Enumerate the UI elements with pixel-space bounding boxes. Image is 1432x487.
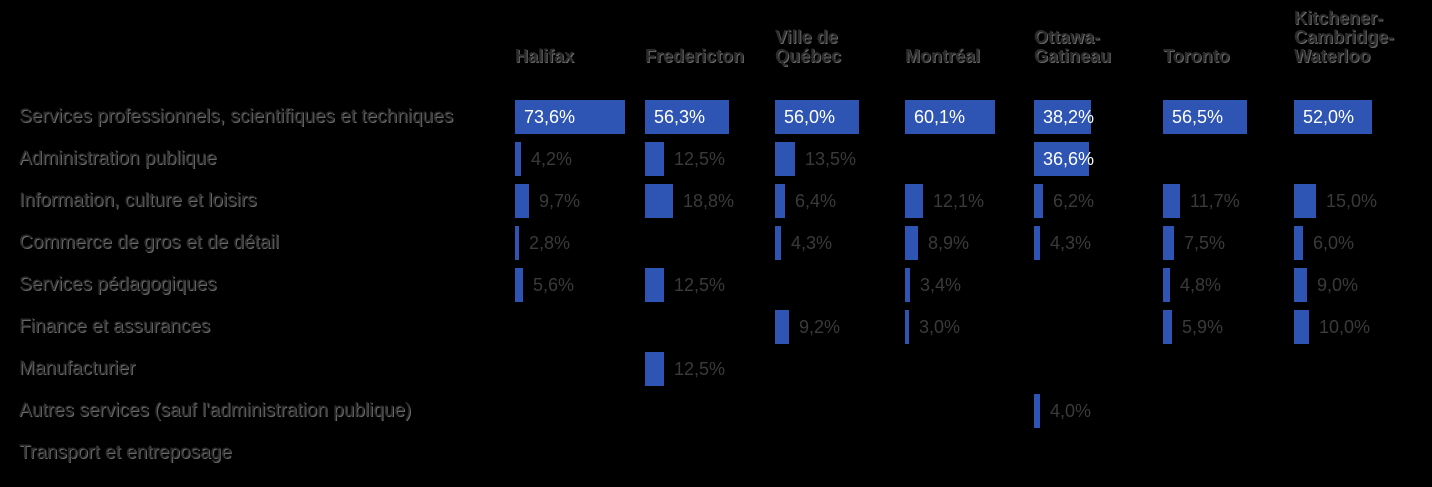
bar-4-2	[1034, 184, 1043, 218]
value-label-5-5: 5,9%	[1182, 317, 1224, 337]
value-label-1-6: 12,5%	[674, 359, 726, 379]
value-label-0-3: 2,8%	[529, 233, 571, 253]
value-label-5-0: 56,5%	[1172, 107, 1224, 127]
city-header-line: Gatineau	[1034, 46, 1112, 66]
bar-1-0	[645, 100, 729, 134]
bar-1-2	[645, 184, 673, 218]
city-header-line: Ottawa-	[1034, 27, 1101, 47]
bar-5-3	[1163, 226, 1174, 260]
bar-0-2	[515, 184, 529, 218]
value-label-2-5: 9,2%	[799, 317, 841, 337]
bar-3-0	[905, 100, 995, 134]
city-header-line: Montréal	[905, 46, 981, 66]
bar-3-3	[905, 226, 918, 260]
bar-5-5	[1163, 310, 1172, 344]
value-label-2-0: 56,0%	[784, 107, 836, 127]
bar-2-1	[775, 142, 795, 176]
city-header-5: Toronto	[1163, 47, 1230, 66]
bar-2-0	[775, 100, 859, 134]
value-label-2-1: 13,5%	[805, 149, 857, 169]
bar-5-4	[1163, 268, 1170, 302]
value-label-3-3: 8,9%	[928, 233, 970, 253]
value-label-3-2: 12,1%	[933, 191, 985, 211]
value-label-0-1: 4,2%	[531, 149, 573, 169]
value-label-4-7: 4,0%	[1050, 401, 1092, 421]
city-header-4: Ottawa- Gatineau	[1034, 28, 1111, 66]
row-label-5: Finance et assurances	[19, 316, 211, 337]
value-label-5-3: 7,5%	[1184, 233, 1226, 253]
value-label-6-3: 6,0%	[1313, 233, 1355, 253]
bar-6-2	[1294, 184, 1316, 218]
bar-1-6	[645, 352, 664, 386]
value-label-3-5: 3,0%	[919, 317, 961, 337]
city-header-6: Kitchener- Cambridge- Waterloo	[1294, 9, 1394, 66]
value-label-6-5: 10,0%	[1319, 317, 1371, 337]
bar-6-0	[1294, 100, 1372, 134]
city-header-0: Halifax	[515, 47, 574, 66]
city-header-line: Fredericton	[645, 46, 745, 66]
value-label-0-0: 73,6%	[524, 107, 576, 127]
row-label-0: Services professionnels, scientifiques e…	[19, 106, 454, 127]
bar-2-5	[775, 310, 789, 344]
bar-6-3	[1294, 226, 1303, 260]
row-label-6: Manufacturier	[19, 358, 136, 379]
value-label-4-1: 36,6%	[1043, 149, 1095, 169]
bar-2-3	[775, 226, 781, 260]
city-header-line: Québec	[775, 46, 842, 66]
value-label-1-4: 12,5%	[674, 275, 726, 295]
city-header-line: Waterloo	[1294, 46, 1371, 66]
row-label-3: Commerce de gros et de détail	[19, 232, 279, 253]
city-header-line: Toronto	[1163, 46, 1230, 66]
value-label-4-2: 6,2%	[1053, 191, 1095, 211]
value-label-4-3: 4,3%	[1050, 233, 1092, 253]
value-label-6-0: 52,0%	[1303, 107, 1355, 127]
bar-0-1	[515, 142, 521, 176]
bar-0-4	[515, 268, 523, 302]
value-label-2-2: 6,4%	[795, 191, 837, 211]
row-label-2: Information, culture et loisirs	[19, 190, 257, 211]
bar-4-3	[1034, 226, 1040, 260]
row-label-7: Autres services (sauf l'administration p…	[19, 400, 412, 421]
bar-0-3	[515, 226, 519, 260]
bar-0-0	[515, 100, 625, 134]
bar-4-1	[1034, 142, 1089, 176]
bar-5-0	[1163, 100, 1247, 134]
value-label-2-3: 4,3%	[791, 233, 833, 253]
row-label-4: Services pédagogiques	[19, 274, 217, 295]
bar-4-0	[1034, 100, 1091, 134]
value-label-1-0: 56,3%	[654, 107, 706, 127]
city-header-line: Kitchener-	[1294, 8, 1384, 28]
bar-6-5	[1294, 310, 1309, 344]
value-label-3-0: 60,1%	[914, 107, 966, 127]
bar-3-5	[905, 310, 909, 344]
value-label-1-1: 12,5%	[674, 149, 726, 169]
bar-1-1	[645, 142, 664, 176]
value-label-0-4: 5,6%	[533, 275, 575, 295]
value-label-5-2: 11,7%	[1190, 191, 1240, 211]
city-header-2: Ville de Québec	[775, 28, 841, 66]
city-header-line: Ville de	[775, 27, 838, 47]
city-header-3: Montréal	[905, 47, 980, 66]
value-label-1-2: 18,8%	[683, 191, 735, 211]
value-label-0-2: 9,7%	[539, 191, 581, 211]
city-header-line: Cambridge-	[1294, 27, 1395, 47]
bar-2-2	[775, 184, 785, 218]
value-label-6-2: 15,0%	[1326, 191, 1378, 211]
bar-6-4	[1294, 268, 1307, 302]
bar-4-7	[1034, 394, 1040, 428]
bar-3-2	[905, 184, 923, 218]
row-label-8: Transport et entreposage	[19, 442, 232, 463]
value-label-3-4: 3,4%	[920, 275, 962, 295]
value-label-5-4: 4,8%	[1180, 275, 1222, 295]
row-label-1: Administration publique	[19, 148, 217, 169]
bar-5-2	[1163, 184, 1180, 218]
value-label-6-4: 9,0%	[1317, 275, 1359, 295]
bar-3-4	[905, 268, 910, 302]
bar-1-4	[645, 268, 664, 302]
value-label-4-0: 38,2%	[1043, 107, 1095, 127]
city-header-line: Halifax	[515, 46, 575, 66]
city-header-1: Fredericton	[645, 47, 744, 66]
